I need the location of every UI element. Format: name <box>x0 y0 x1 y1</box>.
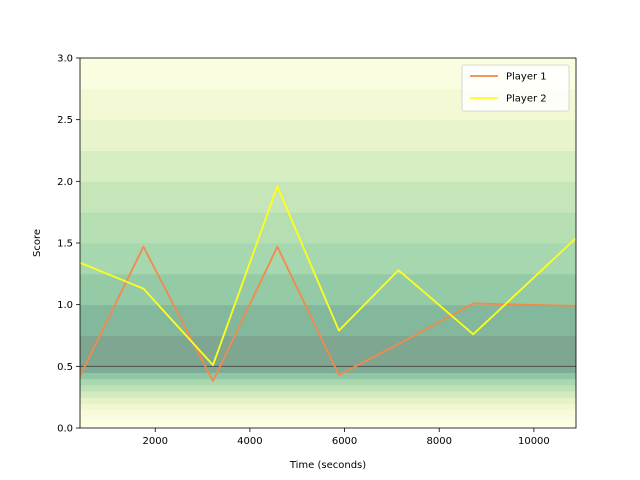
y-tick-label-3: 1.5 <box>57 239 73 250</box>
background-band-2 <box>80 409 576 417</box>
x-tick-label-4: 10000 <box>518 436 550 447</box>
background-band-18 <box>80 119 576 151</box>
series-layer <box>80 185 576 383</box>
y-axis: 0.0 0.5 1.0 1.5 2.0 2.5 3.0 <box>57 54 80 435</box>
x-axis-label: Time (seconds) <box>289 460 366 471</box>
y-axis-label: Score <box>32 229 43 257</box>
series-line-1 <box>80 245 576 383</box>
x-tick-label-1: 4000 <box>237 436 262 447</box>
legend-label-1: Player 1 <box>506 72 547 83</box>
background-band-7 <box>80 378 576 386</box>
y-tick-label-5: 2.5 <box>57 115 73 126</box>
y-tick-label-6: 3.0 <box>57 54 73 65</box>
background-band-3 <box>80 403 576 410</box>
x-tick-label-2: 6000 <box>332 436 357 447</box>
background-band-16 <box>80 181 576 213</box>
legend: Player 1 Player 2 <box>461 64 570 112</box>
background-band-17 <box>80 150 576 182</box>
background-band-13 <box>80 273 576 306</box>
y-tick-label-4: 2.0 <box>57 177 73 188</box>
y-tick-label-1: 0.5 <box>57 362 73 373</box>
background-band-0 <box>80 421 576 428</box>
background-band-1 <box>80 415 576 423</box>
background-band-4 <box>80 397 576 404</box>
background-band-6 <box>80 384 576 392</box>
y-tick-label-2: 1.0 <box>57 300 73 311</box>
background-band-12 <box>80 304 576 336</box>
x-axis: 2000 4000 6000 8000 10000 <box>143 428 550 447</box>
x-tick-label-0: 2000 <box>143 436 168 447</box>
legend-label-2: Player 2 <box>506 94 547 105</box>
background-band-15 <box>80 212 576 244</box>
series-line-2 <box>80 185 576 366</box>
background-gradient <box>80 58 576 428</box>
background-band-9 <box>80 366 576 373</box>
background-band-14 <box>80 243 576 275</box>
background-band-5 <box>80 391 576 398</box>
x-tick-label-3: 8000 <box>426 436 451 447</box>
background-band-8 <box>80 372 576 380</box>
y-tick-label-0: 0.0 <box>57 424 73 435</box>
